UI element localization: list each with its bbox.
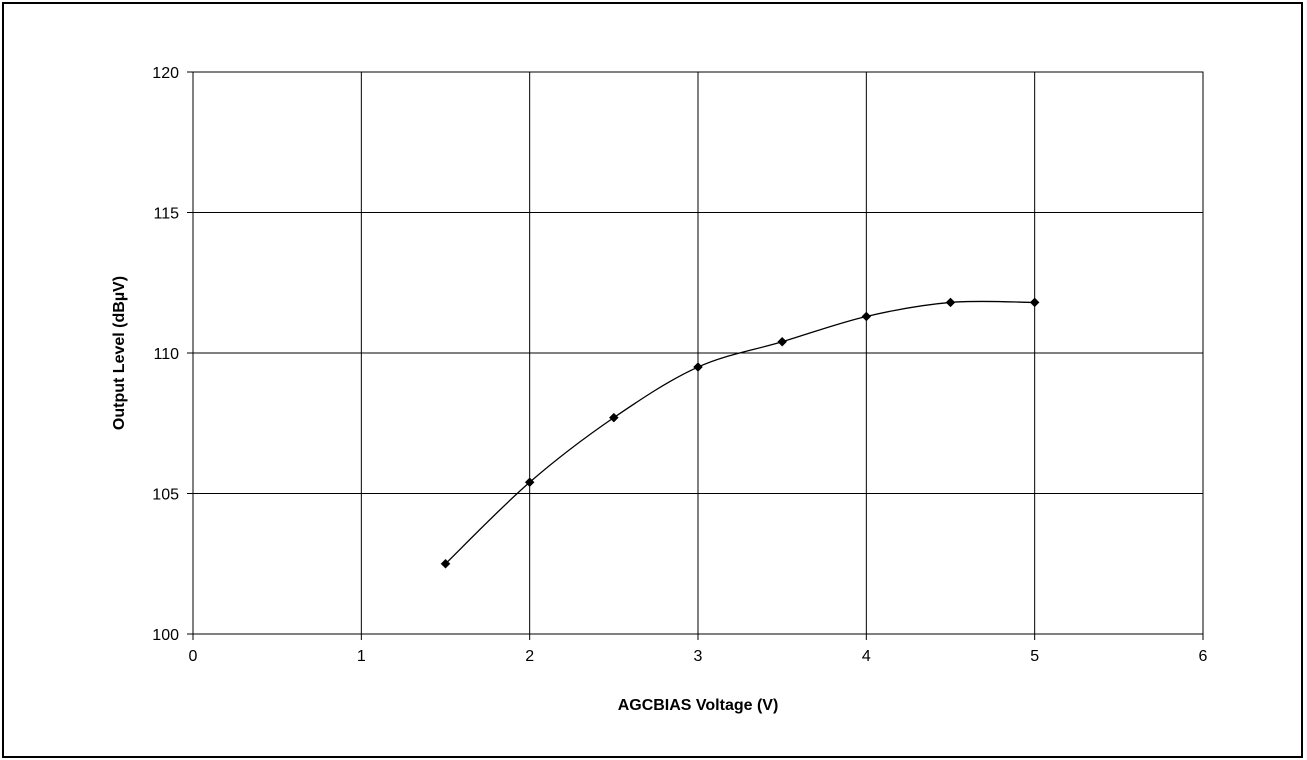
data-point-marker: [693, 362, 703, 372]
y-tick-label: 115: [153, 206, 179, 223]
x-tick-label: 2: [525, 648, 534, 665]
data-point-marker: [861, 311, 872, 322]
grid-lines: [192, 71, 1204, 635]
axis-tick-marks: [187, 71, 1204, 640]
series-line: [445, 300, 1035, 565]
y-axis-title: Output Level (dBµV): [111, 276, 128, 430]
x-axis-title: AGCBIAS Voltage (V): [618, 697, 779, 714]
y-tick-label: 100: [152, 627, 179, 644]
x-tick-label: 0: [189, 648, 198, 665]
x-tick-label: 3: [694, 648, 703, 665]
data-point-marker: [945, 297, 956, 308]
y-axis-tick-labels: 100 105 110 115 120: [152, 65, 179, 644]
data-point-markers: [440, 297, 1040, 569]
y-tick-label: 105: [152, 487, 179, 504]
data-point-marker: [1029, 297, 1040, 308]
x-axis-tick-labels: 0 1 2 3 4 5 6: [189, 648, 1208, 665]
x-tick-label: 6: [1199, 648, 1208, 665]
y-tick-label: 120: [152, 65, 179, 82]
data-point-marker: [777, 336, 788, 347]
data-point-marker: [608, 412, 619, 423]
y-tick-label: 110: [153, 346, 179, 363]
x-tick-label: 4: [862, 648, 871, 665]
x-tick-label: 1: [357, 648, 366, 665]
data-point-marker: [524, 477, 535, 488]
data-point-marker: [440, 558, 451, 569]
x-tick-label: 5: [1030, 648, 1039, 665]
